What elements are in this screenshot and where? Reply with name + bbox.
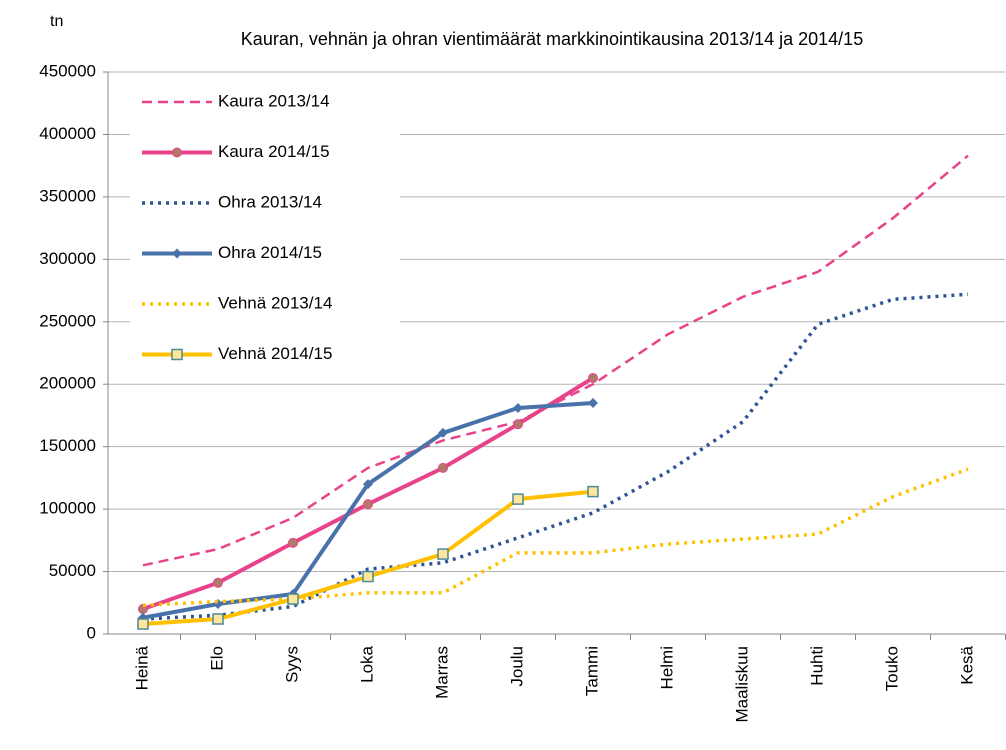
marker (587, 485, 599, 498)
marker (213, 599, 223, 610)
marker (437, 548, 449, 560)
marker (363, 479, 373, 490)
legend-label: Kaura 2013/14 (218, 91, 330, 110)
legend-label: Ohra 2014/15 (218, 243, 322, 262)
legend: Kaura 2013/14 Kaura 2014/15 Ohra 2013/14 Oh… (130, 84, 400, 376)
x-tick-label: Huhti (807, 646, 826, 686)
x-tick-label: Elo (207, 646, 226, 671)
series-line (142, 154, 969, 567)
series-line (142, 292, 969, 621)
marker (438, 427, 448, 438)
x-tick-label: Heinä (132, 645, 151, 690)
y-tick-label: 400000 (39, 124, 96, 143)
marker (512, 493, 524, 505)
x-tick-label: Kesä (957, 645, 976, 684)
x-tick-label: Maaliskuu (732, 646, 751, 723)
marker (213, 577, 223, 588)
marker (513, 419, 523, 430)
legend-label: Vehnä 2013/14 (218, 293, 332, 312)
x-tick-label: Marras (432, 646, 451, 699)
marker (438, 462, 448, 473)
x-tick-label: Helmi (657, 646, 676, 689)
legend-label: Ohra 2013/14 (218, 192, 322, 211)
marker (138, 604, 148, 615)
y-axis-label: tn (50, 13, 63, 30)
marker (588, 372, 598, 383)
y-tick-label: 100000 (39, 499, 96, 518)
x-tick-label: Joulu (507, 646, 526, 687)
marker (288, 537, 298, 548)
y-tick-label: 50000 (49, 561, 96, 580)
x-tick-label: Loka (357, 645, 376, 682)
marker (137, 618, 149, 630)
y-tick-label: 200000 (39, 374, 96, 393)
marker (513, 402, 523, 413)
marker (287, 593, 299, 605)
y-tick-label: 0 (87, 623, 96, 642)
series-line (142, 467, 969, 608)
marker (172, 147, 182, 158)
chart-title: Kauran, vehnän ja ohran vientimäärät mar… (241, 29, 863, 49)
legend-box (130, 84, 400, 376)
y-tick-label: 450000 (39, 61, 96, 80)
legend-label: Vehnä 2014/15 (218, 344, 332, 363)
marker (362, 570, 374, 583)
legend-label: Kaura 2014/15 (218, 142, 330, 161)
x-tick-label: Tammi (582, 646, 601, 696)
y-tick-label: 250000 (39, 311, 96, 330)
x-tick-label: Syys (282, 646, 301, 683)
y-tick-label: 150000 (39, 436, 96, 455)
marker (171, 348, 183, 361)
y-tick-label: 300000 (39, 249, 96, 268)
x-tick-label: Touko (882, 646, 901, 691)
marker (172, 248, 182, 259)
marker (588, 397, 598, 408)
marker (212, 613, 224, 625)
marker (363, 499, 373, 510)
y-tick-label: 350000 (39, 186, 96, 205)
